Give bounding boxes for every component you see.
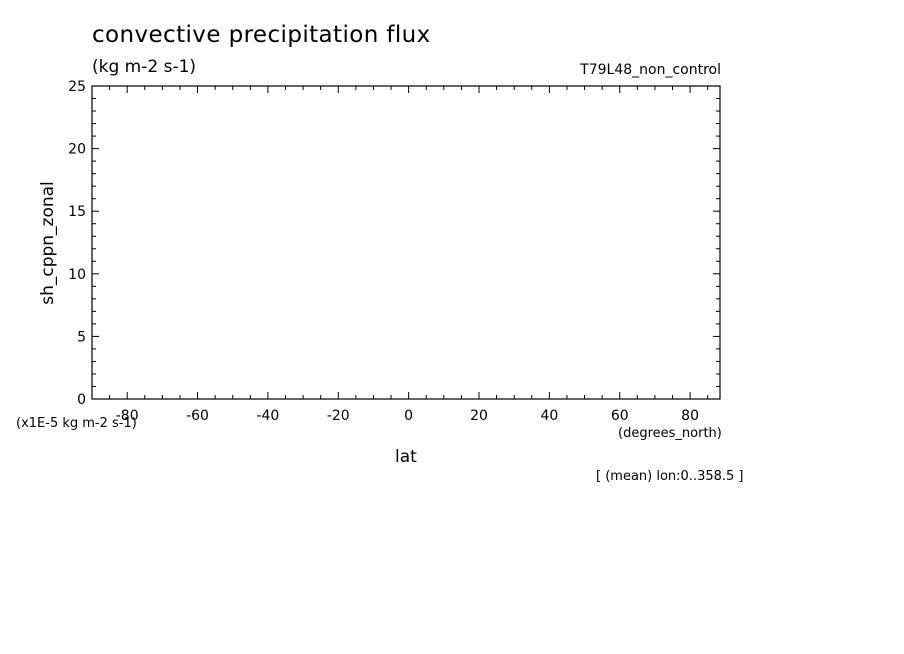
x-tick-label: 40 [540,408,558,424]
x-tick-label: 0 [404,408,413,424]
chart-title: convective precipitation flux [92,22,431,48]
x-tick-label: -80 [116,408,139,424]
y-tick-label: 15 [68,204,86,220]
axis-tick-labels: -80 -60 -40 -20 0 20 40 60 80 0 5 10 15 20 25 [68,79,699,424]
plot-frame [91,85,721,400]
x-tick-label: 60 [611,408,629,424]
x-axis-units: (degrees_north) [618,426,722,441]
y-tick-label: 20 [68,142,86,158]
x-tick-label: 20 [470,408,488,424]
y-axis-label: sh_cppn_zonal [38,181,58,305]
run-label: T79L48_non_control [580,62,721,78]
x-tick-label: 80 [681,408,699,424]
y-tick-label: 5 [77,329,86,345]
x-axis-label: lat [395,447,417,467]
chart-subtitle: (kg m-2 s-1) [92,57,197,77]
axis-ticks [91,85,720,400]
x-tick-label: -20 [327,408,350,424]
y-tick-label: 10 [68,267,86,283]
x-tick-label: -60 [186,408,209,424]
x-tick-label: -40 [256,408,279,424]
y-scale-note: (x1E-5 kg m-2 s-1) [16,416,137,431]
y-tick-label: 0 [77,392,86,408]
averaging-note: [ (mean) lon:0..358.5 ] [596,469,744,484]
y-tick-label: 25 [68,79,86,95]
